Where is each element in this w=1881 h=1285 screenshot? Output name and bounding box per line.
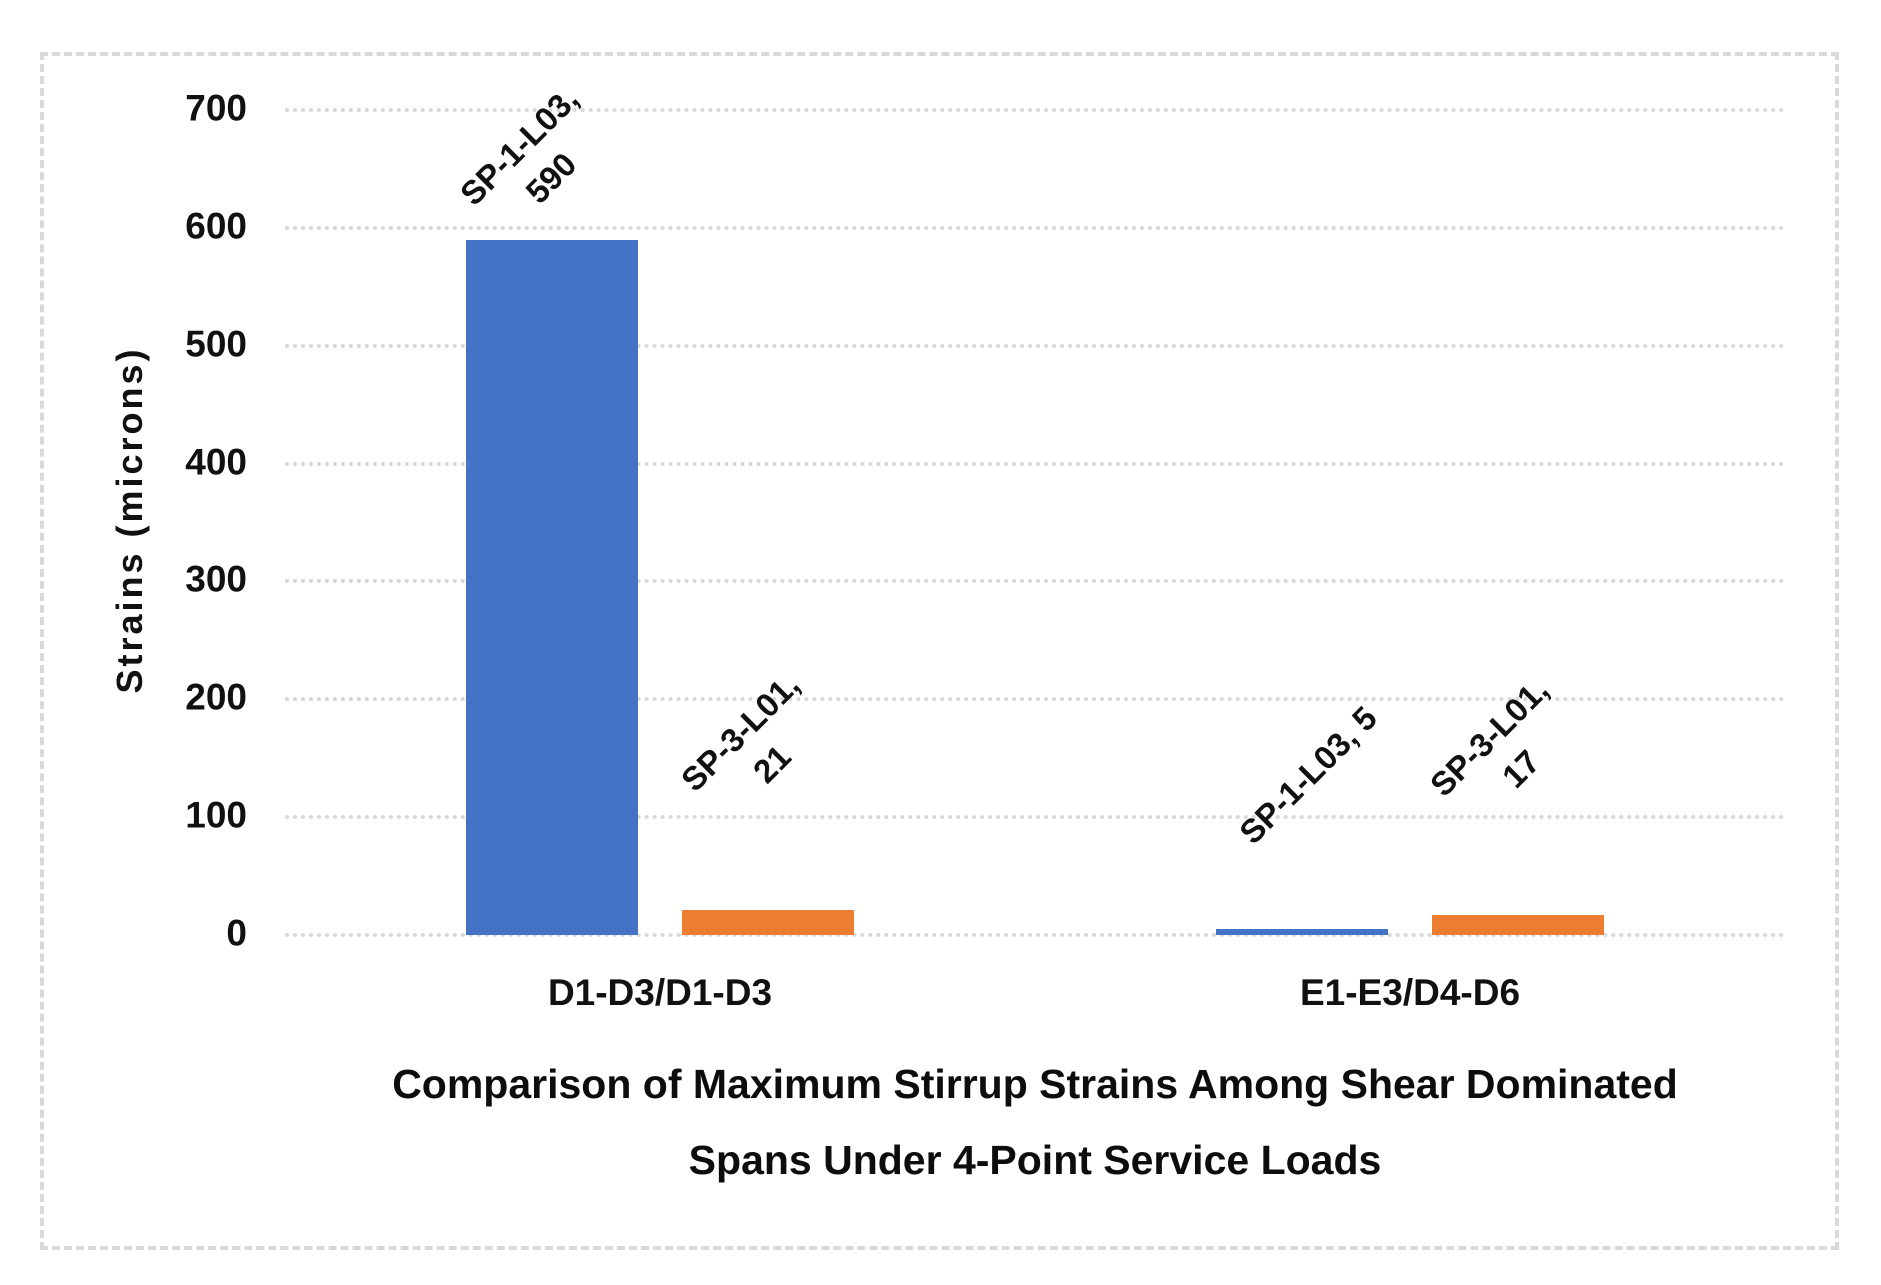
y-tick-label-0: 0 xyxy=(226,912,247,954)
gridline-100 xyxy=(285,815,1785,820)
gridline-200 xyxy=(285,697,1785,702)
category-label-1: D1-D3/D1-D3 xyxy=(547,972,773,1013)
category-label-2: E1-E3/D4-D6 xyxy=(1299,972,1521,1013)
gridline-300 xyxy=(285,579,1785,584)
y-tick-label-400: 400 xyxy=(185,440,247,482)
bar-sp-1-l03-cat1 xyxy=(466,240,638,935)
gridline-600 xyxy=(285,225,1785,230)
gridline-500 xyxy=(285,343,1785,348)
chart-title: Comparison of Maximum Stirrup Strains Am… xyxy=(285,1046,1785,1198)
gridline-0 xyxy=(285,933,1785,937)
y-tick-label-700: 700 xyxy=(185,87,247,129)
y-tick-label-300: 300 xyxy=(185,558,247,600)
bar-sp-3-l01-cat1 xyxy=(682,910,854,935)
y-tick-label-100: 100 xyxy=(185,794,247,836)
y-tick-label-600: 600 xyxy=(185,205,247,247)
y-tick-label-500: 500 xyxy=(185,323,247,365)
bar-sp-3-l01-cat2 xyxy=(1432,915,1604,935)
chart-title-line-1: Comparison of Maximum Stirrup Strains Am… xyxy=(392,1061,1678,1107)
chart-title-line-2: Spans Under 4-Point Service Loads xyxy=(688,1137,1382,1183)
y-axis-title: Strains (microns) xyxy=(109,346,150,694)
gridline-700 xyxy=(285,108,1785,112)
bar-sp-1-l03-cat2 xyxy=(1216,929,1388,935)
y-tick-label-200: 200 xyxy=(185,676,247,718)
chart-frame xyxy=(40,52,1839,1250)
gridline-400 xyxy=(285,461,1785,466)
